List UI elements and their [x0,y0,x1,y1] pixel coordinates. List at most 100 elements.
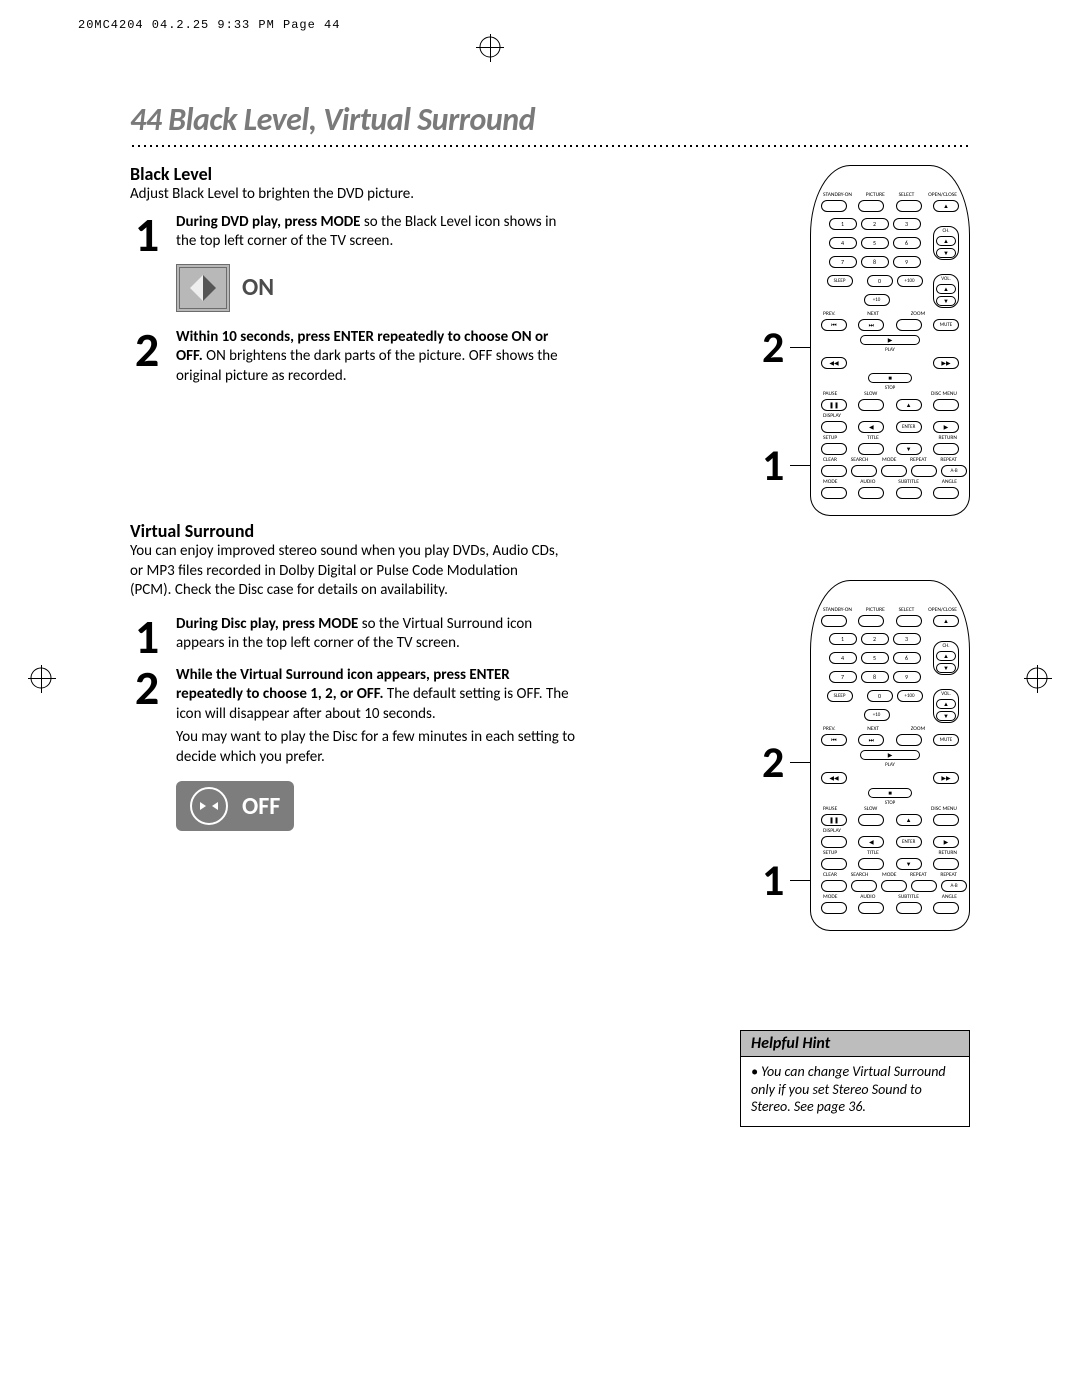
prev-button: ⏮ [821,319,847,331]
print-header: 20MC4204 04.2.25 9:33 PM Page 44 [78,18,340,32]
label: ZOOM [911,311,926,317]
label: DISC MENU [931,391,957,397]
label: SUBTITLE [898,894,919,900]
num-9: 9 [893,671,921,683]
label: ZOOM [911,726,926,732]
open-close-button: ▲ [933,200,959,212]
title-button [858,443,884,455]
repeat-button [911,465,937,477]
label: REPEAT [910,457,927,463]
stop-button: ■ [868,373,912,383]
play-button: ▶ [860,750,920,760]
callout-number: 1 [762,858,784,902]
step-rest: ON brightens the dark parts of the pictu… [176,347,558,385]
num-4: 4 [829,237,857,249]
down-button: ▼ [896,858,922,870]
black-level-icon [176,264,230,312]
num-2: 2 [861,633,889,645]
num-6: 6 [893,237,921,249]
label: STANDBY-ON [823,607,852,613]
step-number: 2 [130,666,164,709]
num-5: 5 [861,652,889,664]
rew-button: ◀◀ [821,357,847,369]
step-number: 1 [130,615,164,658]
mode-button-2 [821,902,847,914]
vol-down: ▼ [936,711,956,721]
mode-button [881,465,907,477]
enter-button: ENTER [896,836,922,848]
label: DISPLAY [823,828,841,834]
dotted-rule [130,143,970,149]
label: SLOW [864,391,877,397]
num-8: 8 [861,671,889,683]
callout-number: 2 [762,325,784,369]
left-button: ◀ [858,421,884,433]
mute-button: MUTE [933,319,959,331]
mode-button [881,880,907,892]
label: CH. [942,643,949,649]
audio-button [858,902,884,914]
enter-button: ENTER [896,421,922,433]
helpful-hint-box: Helpful Hint • You can change Virtual Su… [740,1030,970,1127]
stop-button: ■ [868,788,912,798]
step-text: While the Virtual Surround icon appears,… [176,666,576,768]
label: AUDIO [860,894,875,900]
select-button [896,615,922,627]
step-bold: During Disc play, press MODE [176,615,362,633]
label: VOL. [941,276,950,282]
left-button: ◀ [858,836,884,848]
pause-button: ❚❚ [821,399,847,411]
setup-button [821,858,847,870]
standby-button [821,615,847,627]
picture-button [858,615,884,627]
callout-number: 1 [762,443,784,487]
play-button: ▶ [860,335,920,345]
label: SEARCH [851,457,869,463]
label: OPEN/CLOSE [928,607,957,613]
title-button [858,858,884,870]
step-extra: You may want to play the Disc for a few … [176,728,575,766]
subtitle-button [896,902,922,914]
num-0: 0 [867,690,893,702]
label: DISC MENU [931,806,957,812]
repeat-ab-button: A-B [941,465,967,477]
label: OPEN/CLOSE [928,192,957,198]
num-8: 8 [861,256,889,268]
label: MODE [882,872,896,878]
page-title: 44 Black Level, Virtual Surround [130,100,970,139]
num-7: 7 [829,671,857,683]
label: PLAY [885,347,895,353]
channel-rocker: CH. ▲ ▼ [933,226,959,260]
remote-illustration: 2 1 STANDBY-ON PICTURE SELECT OPEN/CLOSE… [810,165,970,516]
label: MODE [823,894,837,900]
step-bold: During DVD play, press MODE [176,213,364,231]
label: SETUP [823,435,837,441]
label: SUBTITLE [898,479,919,485]
step-text: During DVD play, press MODE so the Black… [176,213,576,252]
plus10-button: +10 [864,709,890,721]
label: PAUSE [823,806,837,812]
label: CLEAR [823,872,837,878]
label: SETUP [823,850,837,856]
label: NEXT [867,311,879,317]
disc-menu-button [933,814,959,826]
label: ANGLE [942,894,957,900]
right-button: ▶ [933,421,959,433]
plus10-button: +10 [864,294,890,306]
label: STOP [885,385,895,391]
callout-number: 2 [762,740,784,784]
label: TITLE [867,850,879,856]
vol-rocker: VOL. ▲ ▼ [933,689,959,723]
prev-button: ⏮ [821,734,847,746]
label: REPEAT [940,872,957,878]
label: STOP [885,800,895,806]
open-close-button: ▲ [933,615,959,627]
standby-button [821,200,847,212]
label: VOL. [941,691,950,697]
clear-button [821,880,847,892]
down-button: ▼ [896,443,922,455]
mode-button-2 [821,487,847,499]
channel-rocker: CH. ▲ ▼ [933,641,959,675]
ch-up: ▲ [936,651,956,661]
label: PICTURE [866,607,885,613]
